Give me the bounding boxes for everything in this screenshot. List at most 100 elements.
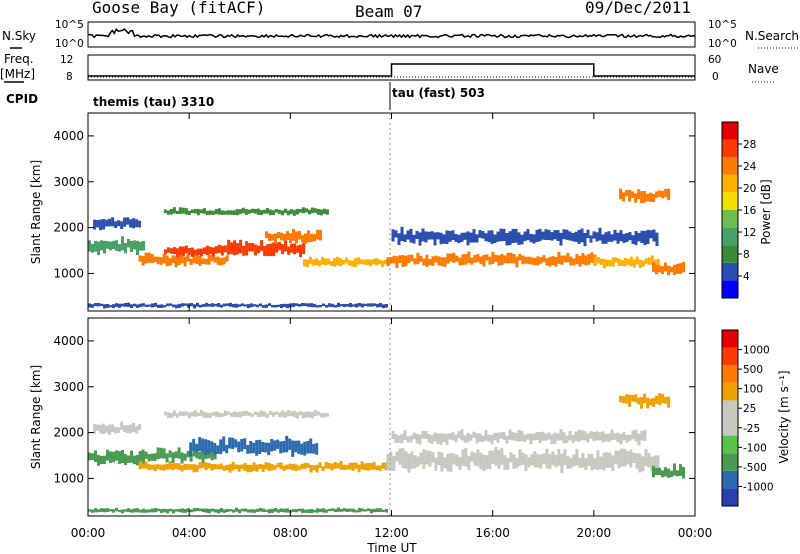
data-cell [159,257,163,265]
data-cell [406,230,410,240]
colorbar-cell [722,262,738,281]
data-cell [334,508,337,513]
data-cell [384,259,387,265]
data-cell [142,240,145,251]
data-cell [635,256,639,265]
data-cell [199,248,203,257]
data-cell [259,410,263,417]
data-cell [342,259,345,265]
data-cell [491,450,495,464]
data-cell [682,262,685,273]
data-cell [550,232,554,241]
data-cell [290,243,294,253]
data-cell [385,509,388,513]
data-cell [523,231,527,242]
data-cell [299,244,303,258]
data-cell [631,191,635,198]
data-cell [244,410,248,416]
date-label: 09/Dec/2011 [585,0,691,17]
data-cell [428,450,432,467]
data-cell [253,411,257,415]
data-cell [100,303,103,306]
data-cell [160,304,163,308]
data-cell [667,188,671,201]
data-cell [337,302,340,308]
data-cell [455,255,459,262]
data-cell [220,245,224,256]
data-cell [322,303,325,307]
data-cell [261,441,265,452]
data-cell [262,508,265,513]
noise-right-label: N.Search [745,29,799,43]
data-cell [274,508,277,512]
data-cell [144,451,148,459]
data-cell [315,443,319,455]
data-cell [638,453,642,473]
data-cell [237,441,241,453]
data-cell [430,231,434,240]
data-cell [346,508,349,512]
data-cell [544,433,548,441]
data-cell [227,239,231,251]
data-cell [91,243,94,253]
data-cell [295,303,298,306]
data-cell [655,191,659,198]
data-cell [548,454,552,470]
data-cell [457,234,461,244]
data-cell [455,454,459,467]
data-cell [102,423,106,435]
data-cell [372,462,376,470]
data-cell [313,234,316,242]
data-cell [103,455,106,465]
data-cell [103,304,106,309]
data-cell [177,254,181,265]
data-cell [389,451,393,471]
data-cell [398,448,402,465]
data-cell [524,454,528,471]
data-cell [336,256,339,266]
data-cell [177,447,181,459]
data-cell [595,431,599,441]
data-cell [351,260,354,267]
data-cell [637,397,641,405]
data-cell [632,452,636,463]
data-cell [363,463,367,471]
data-cell [340,304,343,307]
data-cell [220,304,223,308]
freq-right-tick-top: 60 [708,54,721,66]
data-cell [106,241,109,249]
data-cell [258,464,262,469]
data-cell [108,424,112,435]
data-cell [297,440,301,454]
data-cell [415,230,419,239]
data-cell [614,257,618,263]
data-cell [319,230,322,241]
data-cell [263,246,267,256]
data-cell [557,252,561,264]
data-cell [343,508,346,512]
data-cell [580,430,584,441]
data-cell [440,452,444,472]
data-cell [316,411,320,416]
data-cell [123,217,127,227]
data-cell [303,441,307,456]
data-cell [640,397,644,409]
data-cell [235,209,239,216]
data-cell [509,252,513,264]
data-cell [121,450,124,463]
data-cell [593,257,597,266]
data-cell [460,429,464,441]
data-cell [530,257,534,265]
data-cell [186,464,190,470]
data-cell [109,241,112,251]
data-cell [219,257,223,266]
data-cell [250,303,253,308]
data-cell [126,425,130,434]
data-cell [162,254,166,264]
colorbar-tick-label: 25 [743,403,756,415]
data-cell [286,508,289,513]
data-cell [309,464,313,473]
data-cell [210,464,214,471]
data-cell [476,254,480,263]
data-cell [604,232,608,244]
